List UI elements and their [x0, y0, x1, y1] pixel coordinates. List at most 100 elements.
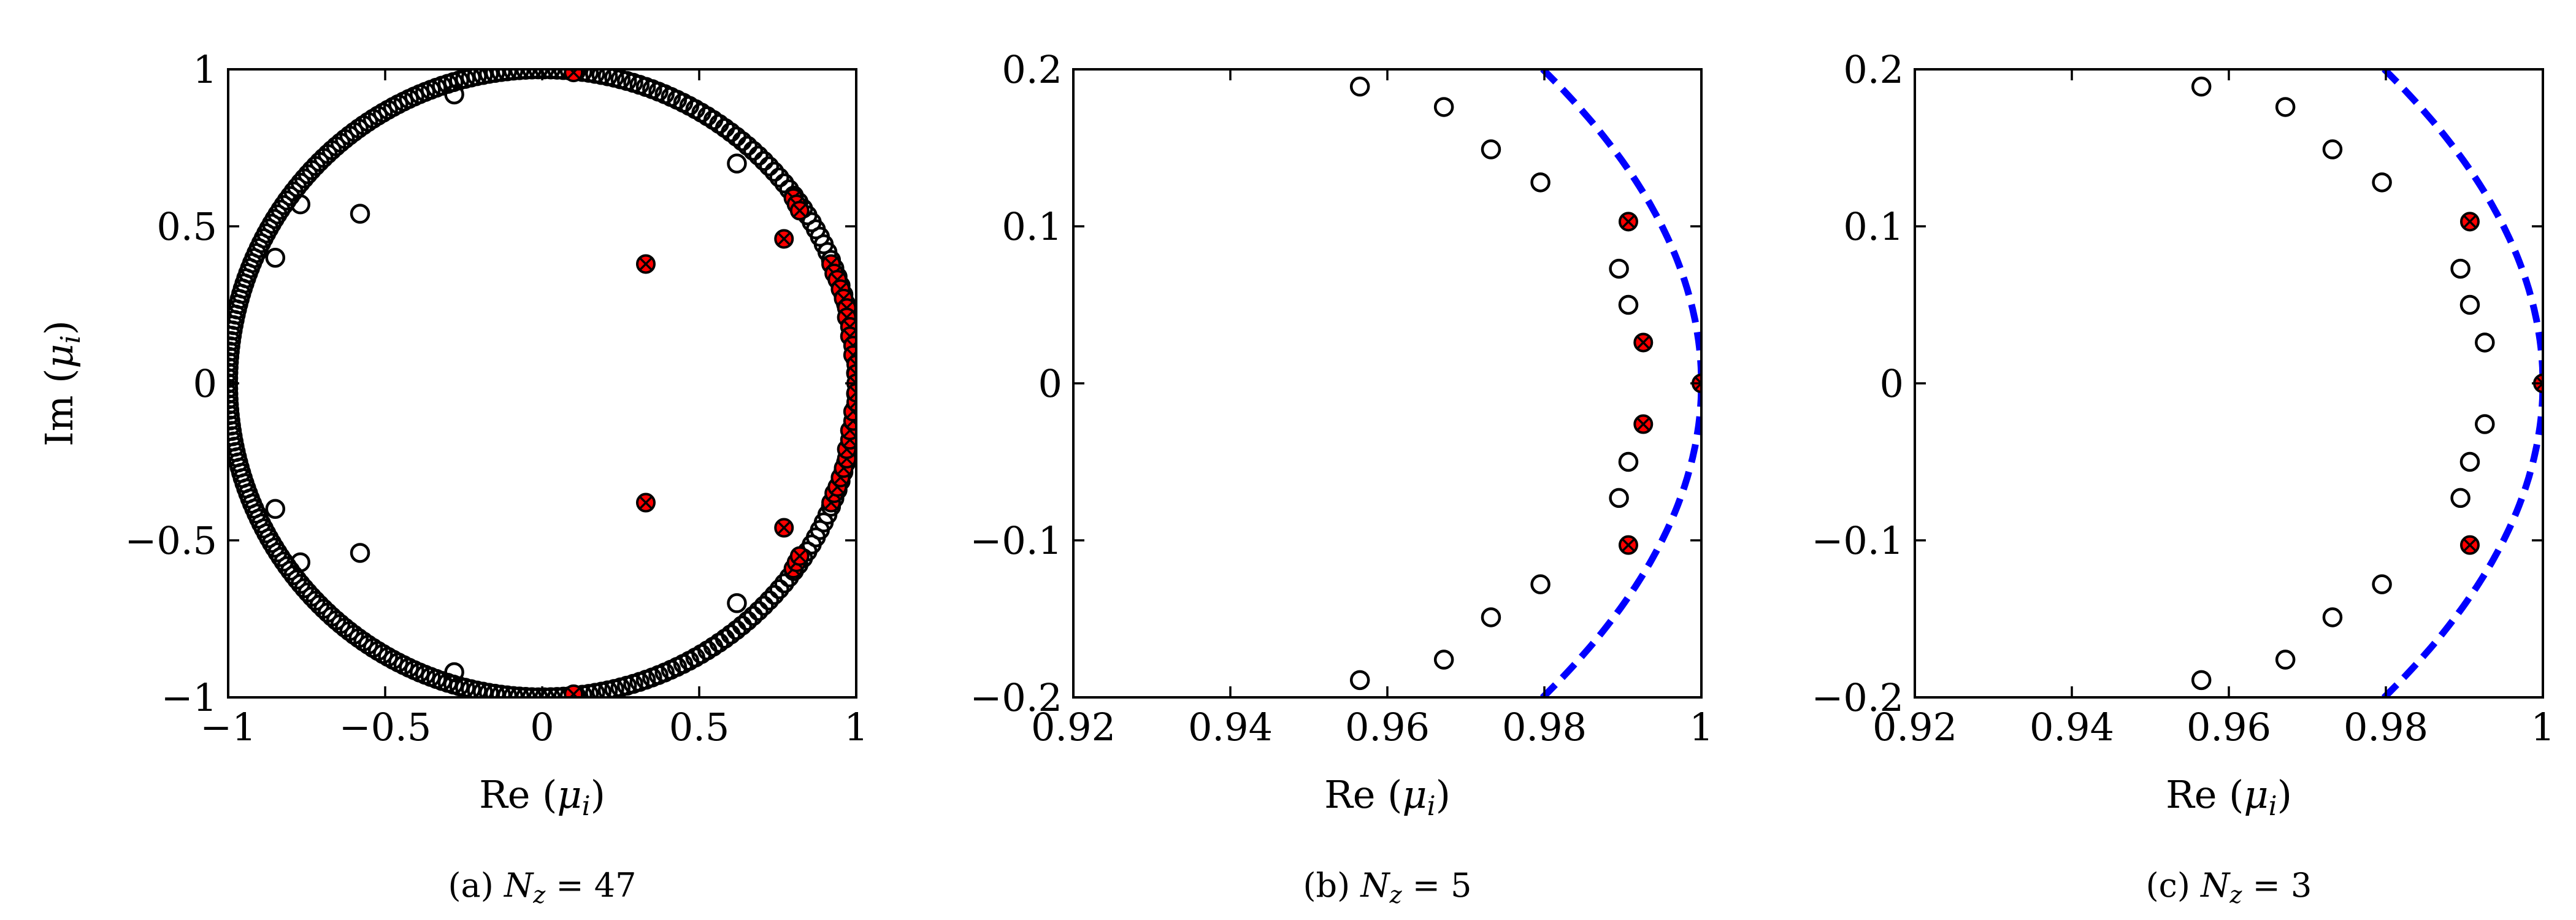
panel-1-series-2-point-38-cross-b: [850, 401, 856, 408]
panel-3-ytick-label-5: 0.2: [1843, 47, 1904, 92]
panel-1-series-1-point-303: [265, 247, 286, 268]
panel-1-ylabel: Im (μi): [37, 320, 86, 447]
panel-2-series-1-point-5: [1609, 258, 1629, 279]
panel-1-series-2-point-12: [789, 546, 810, 566]
panel-2-xtick-label-3: 0.96: [1345, 705, 1430, 749]
panel-3-caption-eq: = 3: [2242, 866, 2312, 905]
panel-1-series-1-point-173: [774, 173, 794, 194]
panel-2-series-1-point-11: [1609, 488, 1629, 508]
panel-2-xlabel: Re (μi): [1324, 772, 1451, 822]
panel-3-ytick-label-2: −0.1: [1811, 518, 1904, 563]
panel-2-series-1-point-12: [1618, 451, 1639, 472]
panel-1-series-2-point-3: [774, 229, 794, 249]
panel-3-frame: [1914, 68, 2544, 699]
panel-1-series-2-point-2: [635, 493, 656, 513]
panel-1-series-1-point-81: [491, 684, 512, 697]
panel-3-series-1-point-6: [2459, 294, 2480, 315]
panel-1-series-2-point-39-cross-a: [850, 386, 856, 394]
panel-3-series-1-point-5: [2450, 258, 2471, 279]
panel-3-caption-prefix: (c): [2146, 866, 2201, 905]
panel-3-xtick-label-2: 0.94: [2030, 705, 2114, 749]
panel-2-series-2-point-4: [1633, 414, 1654, 434]
panel-1-series-1-point-307: [444, 84, 464, 105]
panel-1-series-1-point-309: [727, 153, 747, 174]
panel-1-series-2-point-9: [789, 201, 810, 221]
panel-1-series-2-point-25-cross-a: [850, 367, 856, 376]
panel-1-series-1-point-122: [743, 606, 764, 626]
panel-1-plot-area: [228, 69, 856, 697]
panel-1-series-1-point-301: [350, 204, 370, 224]
panel-1-xlabel-sub: i: [582, 791, 591, 822]
panel-1-ytick-label-3: 0: [193, 361, 217, 406]
panel-1-xtick-label-5: 1: [844, 705, 868, 749]
panel-1-caption-sub: z: [532, 881, 546, 908]
panel-2-series-2-point-3-cross-b: [1695, 381, 1701, 389]
panel-2-caption-sub: z: [1389, 881, 1403, 908]
panel-2-xlabel-var: μ: [1402, 772, 1427, 817]
panel-1-series-2-point-2-cross-b: [640, 496, 652, 509]
panel-3-xlabel-sub: i: [2269, 791, 2277, 822]
panel-3-series-2-point-2-cross-a: [2537, 377, 2543, 385]
panel-1-series-1-point-174: [769, 167, 789, 188]
panel-3-ytick-label-4: 0.1: [1843, 204, 1904, 249]
panel-1-series-1-point-308: [444, 662, 464, 683]
panel-2-ytick-label-5: 0.2: [1002, 47, 1062, 92]
panel-1-xlabel-op: Re (: [479, 772, 557, 817]
panel-3-series-1-point-4: [2372, 172, 2392, 193]
panel-2-series-2-point-1-cross-b: [1622, 215, 1635, 228]
panel-2-xlabel-op: Re (: [1324, 772, 1402, 817]
panel-1-series-2-point-12-cross-b: [793, 550, 806, 562]
panel-2-ytick-label-4: 0.1: [1002, 204, 1062, 249]
panel-1-series-1-point-79: [478, 683, 499, 697]
panel-1-ytick-label-5: 1: [193, 47, 217, 92]
panel-2-ytick-label-2: −0.1: [970, 518, 1062, 563]
panel-3-series-1-point-13: [2459, 451, 2480, 472]
panel-2-xtick-label-2: 0.94: [1188, 705, 1273, 749]
panel-1-series-1-point-83: [503, 686, 524, 697]
panel-1-series-1-point-118: [721, 624, 741, 645]
panel-2-series-1-point-7: [1349, 670, 1370, 691]
panel-1-series-1-point-310: [727, 593, 747, 613]
panel-1-series-1-point-82: [497, 685, 518, 697]
panel-1-series-2-point-4-cross-b: [778, 521, 791, 534]
panel-3-series-1-point-7: [2475, 332, 2495, 353]
panel-3-caption: (c) Nz = 3: [2146, 866, 2312, 908]
panel-1-caption-eq: = 47: [545, 866, 636, 905]
panel-1-series-2-point-5-cross-b: [567, 69, 578, 79]
panel-3-series-2-point-1-cross-b: [2464, 215, 2476, 228]
panel-1-ytick-label-2: −0.5: [125, 518, 217, 563]
panel-2-series-2-point-3-cross-a: [1695, 377, 1701, 385]
panel-3-xtick-label-4: 0.98: [2344, 705, 2428, 749]
panel-1-series-1-point-178: [748, 145, 769, 166]
panel-1-series-2-point-39-cross-b: [850, 391, 856, 399]
panel-3: 0.92 0.94 0.96 0.98 1 −0.2 −0.1 0 0.1 0.2 Re (μi) (…: [1811, 47, 2555, 908]
panel-3-series-1-point-14: [2475, 414, 2495, 434]
panel-2-series-1-point-3: [1481, 139, 1501, 159]
panel-1-series-1-point-78: [473, 681, 493, 697]
panel-1-series-2-point-1-cross-b: [640, 258, 652, 270]
panel-2-xtick-label-1: 0.92: [1031, 705, 1116, 749]
panel-3-xlabel-op: Re (: [2166, 772, 2244, 817]
panel-1-series-2-point-5: [564, 69, 584, 83]
panel-1-xlabel-var: μ: [557, 772, 581, 817]
panel-2-caption-var: N: [1359, 866, 1390, 905]
panel-1-series-2-point-1: [635, 254, 656, 274]
panel-1-series-1-point-123: [748, 600, 769, 621]
panel-1-series-2-point-39: [846, 383, 856, 403]
panel-1-series-1-point-176: [759, 156, 780, 177]
panel-1-caption-var: N: [503, 866, 534, 905]
panel-1-series-1-point-127: [769, 579, 789, 599]
panel-2-ytick-label-3: 0: [1038, 361, 1062, 406]
panel-1-series-1-point-125: [759, 590, 780, 611]
panel-2-frame: [1072, 68, 1703, 699]
panel-1-series-1-point-77: [467, 680, 487, 697]
panel-3-plot-area: [2191, 69, 2543, 697]
panel-3-series-1-point-8: [2191, 670, 2212, 691]
panel-2-series-1-point-4: [1530, 172, 1551, 193]
panel-1-xlabel-close: ): [591, 772, 605, 817]
panel-2-caption: (b) Nz = 5: [1303, 866, 1471, 908]
panel-1-series-2-point-39-disc: [846, 383, 856, 403]
